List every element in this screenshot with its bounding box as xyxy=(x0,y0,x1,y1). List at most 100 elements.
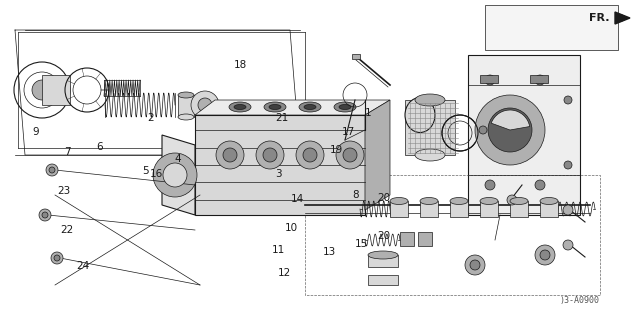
Bar xyxy=(420,201,438,217)
Circle shape xyxy=(485,180,495,190)
Circle shape xyxy=(336,141,364,169)
Circle shape xyxy=(475,95,545,165)
Circle shape xyxy=(564,161,572,169)
Text: 4: 4 xyxy=(175,154,181,165)
Circle shape xyxy=(263,148,277,162)
Ellipse shape xyxy=(405,98,435,132)
Ellipse shape xyxy=(450,197,468,204)
Ellipse shape xyxy=(269,105,281,109)
Circle shape xyxy=(540,250,550,260)
Circle shape xyxy=(153,153,197,197)
Text: 11: 11 xyxy=(272,245,285,256)
Polygon shape xyxy=(195,115,365,215)
Text: 15: 15 xyxy=(355,239,368,249)
Circle shape xyxy=(198,98,212,112)
Text: 7: 7 xyxy=(64,146,70,157)
Circle shape xyxy=(256,141,284,169)
Text: 17: 17 xyxy=(342,127,355,137)
Ellipse shape xyxy=(299,102,321,112)
Bar xyxy=(510,201,528,217)
Text: )3-A0900: )3-A0900 xyxy=(560,296,600,305)
Circle shape xyxy=(42,212,48,218)
Circle shape xyxy=(479,126,487,134)
Circle shape xyxy=(488,108,532,152)
Text: 16: 16 xyxy=(150,169,163,179)
Text: FR.: FR. xyxy=(589,13,610,23)
Circle shape xyxy=(465,255,485,275)
Text: 21: 21 xyxy=(275,113,288,123)
Bar xyxy=(450,201,468,217)
Text: 13: 13 xyxy=(323,247,336,257)
Bar xyxy=(480,201,498,217)
Text: 18: 18 xyxy=(234,60,246,70)
Polygon shape xyxy=(162,135,195,215)
Text: 10: 10 xyxy=(285,223,298,233)
Wedge shape xyxy=(492,110,530,130)
Text: 5: 5 xyxy=(143,166,149,176)
Ellipse shape xyxy=(540,197,558,204)
Ellipse shape xyxy=(339,105,351,109)
Circle shape xyxy=(343,148,357,162)
Circle shape xyxy=(39,209,51,221)
Ellipse shape xyxy=(415,94,445,106)
Circle shape xyxy=(470,260,480,270)
Bar xyxy=(405,100,455,155)
Text: 23: 23 xyxy=(58,186,70,197)
Circle shape xyxy=(563,205,573,215)
Text: 19: 19 xyxy=(330,145,342,155)
Bar xyxy=(368,275,398,285)
Circle shape xyxy=(564,96,572,104)
Text: 2: 2 xyxy=(147,113,154,123)
Text: 3: 3 xyxy=(275,169,282,179)
Ellipse shape xyxy=(304,105,316,109)
Polygon shape xyxy=(615,12,630,24)
Bar xyxy=(530,75,548,83)
Text: 12: 12 xyxy=(278,268,291,278)
Ellipse shape xyxy=(178,92,194,98)
Text: 8: 8 xyxy=(352,189,358,200)
Ellipse shape xyxy=(510,197,528,204)
Polygon shape xyxy=(195,100,390,115)
Circle shape xyxy=(54,255,60,261)
Circle shape xyxy=(535,180,545,190)
Text: 24: 24 xyxy=(77,261,90,271)
Polygon shape xyxy=(468,55,580,215)
Polygon shape xyxy=(365,100,390,210)
Circle shape xyxy=(216,141,244,169)
Bar xyxy=(400,232,414,246)
Bar xyxy=(540,201,558,217)
Text: 20: 20 xyxy=(378,193,390,203)
Bar xyxy=(42,75,70,105)
Circle shape xyxy=(507,195,517,205)
Ellipse shape xyxy=(415,149,445,161)
Ellipse shape xyxy=(368,251,398,259)
Bar xyxy=(352,54,360,59)
Ellipse shape xyxy=(334,102,356,112)
Text: 6: 6 xyxy=(96,142,102,152)
Circle shape xyxy=(49,167,55,173)
Circle shape xyxy=(296,141,324,169)
Bar xyxy=(178,95,194,117)
Ellipse shape xyxy=(420,197,438,204)
Circle shape xyxy=(485,75,495,85)
Circle shape xyxy=(163,163,187,187)
Circle shape xyxy=(51,252,63,264)
Circle shape xyxy=(535,245,555,265)
Polygon shape xyxy=(485,5,618,50)
Ellipse shape xyxy=(390,197,408,204)
Bar xyxy=(480,75,498,83)
Text: 14: 14 xyxy=(291,194,304,204)
Bar xyxy=(390,201,408,217)
Circle shape xyxy=(32,80,52,100)
Circle shape xyxy=(191,91,219,119)
Text: 22: 22 xyxy=(61,225,74,235)
Ellipse shape xyxy=(234,105,246,109)
Circle shape xyxy=(535,75,545,85)
Bar xyxy=(418,232,432,246)
Ellipse shape xyxy=(229,102,251,112)
Ellipse shape xyxy=(178,114,194,120)
Text: 20: 20 xyxy=(378,231,390,241)
Ellipse shape xyxy=(480,197,498,204)
Bar xyxy=(368,255,398,267)
Circle shape xyxy=(563,240,573,250)
